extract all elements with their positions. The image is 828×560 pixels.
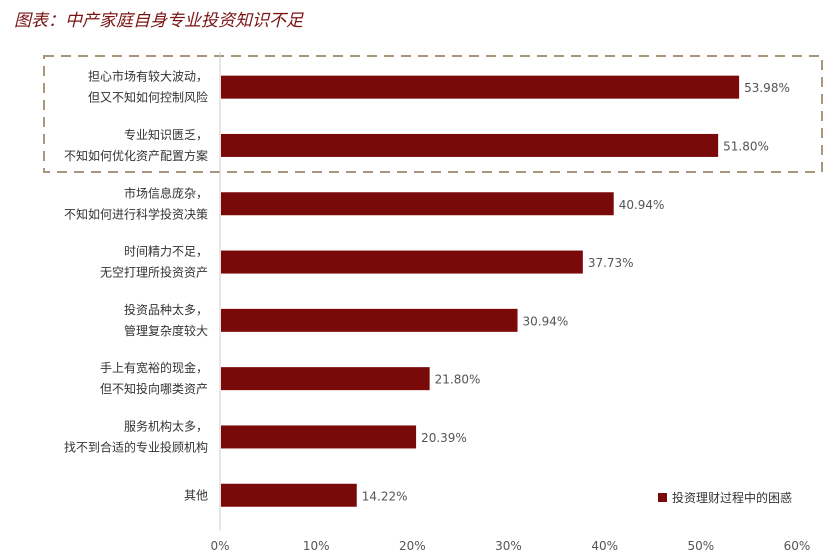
bar	[221, 250, 583, 274]
category-label: 无空打理所投资资产	[100, 265, 208, 280]
highlight-box	[43, 55, 823, 173]
data-label: 21.80%	[435, 373, 481, 387]
data-label: 53.98%	[744, 81, 790, 95]
data-label: 37.73%	[588, 256, 634, 270]
legend-swatch	[658, 493, 667, 502]
bar	[221, 425, 417, 449]
category-label: 其他	[184, 488, 208, 502]
category-label: 管理复杂度较大	[124, 323, 208, 338]
bar	[221, 367, 430, 391]
x-tick-label: 30%	[495, 539, 522, 553]
category-label: 手上有宽裕的现金，	[100, 360, 208, 375]
data-label: 51.80%	[723, 139, 769, 153]
x-tick-label: 0%	[210, 539, 229, 553]
bar	[221, 192, 614, 216]
category-label: 但不知投向哪类资产	[100, 381, 208, 396]
data-label: 30.94%	[523, 314, 569, 328]
category-label: 但又不知如何控制风险	[88, 90, 208, 105]
bar	[221, 133, 719, 157]
data-label: 40.94%	[619, 198, 665, 212]
x-tick-label: 50%	[687, 539, 714, 553]
category-label: 不知如何优化资产配置方案	[64, 148, 208, 163]
chart-title: 图表：中产家庭自身专业投资知识不足	[14, 11, 303, 31]
bar	[221, 308, 518, 332]
category-label: 投资品种太多，	[124, 302, 208, 317]
x-tick-label: 10%	[303, 539, 330, 553]
category-label: 服务机构太多，	[124, 418, 208, 433]
category-label: 不知如何进行科学投资决策	[64, 206, 208, 221]
category-label: 专业知识匮乏，	[124, 127, 208, 142]
bar	[221, 75, 740, 99]
data-label: 20.39%	[421, 431, 467, 445]
category-label: 市场信息庞杂，	[124, 185, 208, 200]
data-label: 14.22%	[362, 489, 408, 503]
legend-label: 投资理财过程中的困惑	[672, 490, 792, 505]
x-tick-label: 20%	[399, 539, 426, 553]
category-label: 时间精力不足，	[124, 245, 208, 259]
x-tick-label: 60%	[784, 539, 811, 553]
category-label: 找不到合适的专业投顾机构	[64, 439, 208, 454]
bar	[221, 483, 357, 507]
category-label: 担心市场有较大波动，	[88, 69, 208, 84]
x-tick-label: 40%	[591, 539, 618, 553]
